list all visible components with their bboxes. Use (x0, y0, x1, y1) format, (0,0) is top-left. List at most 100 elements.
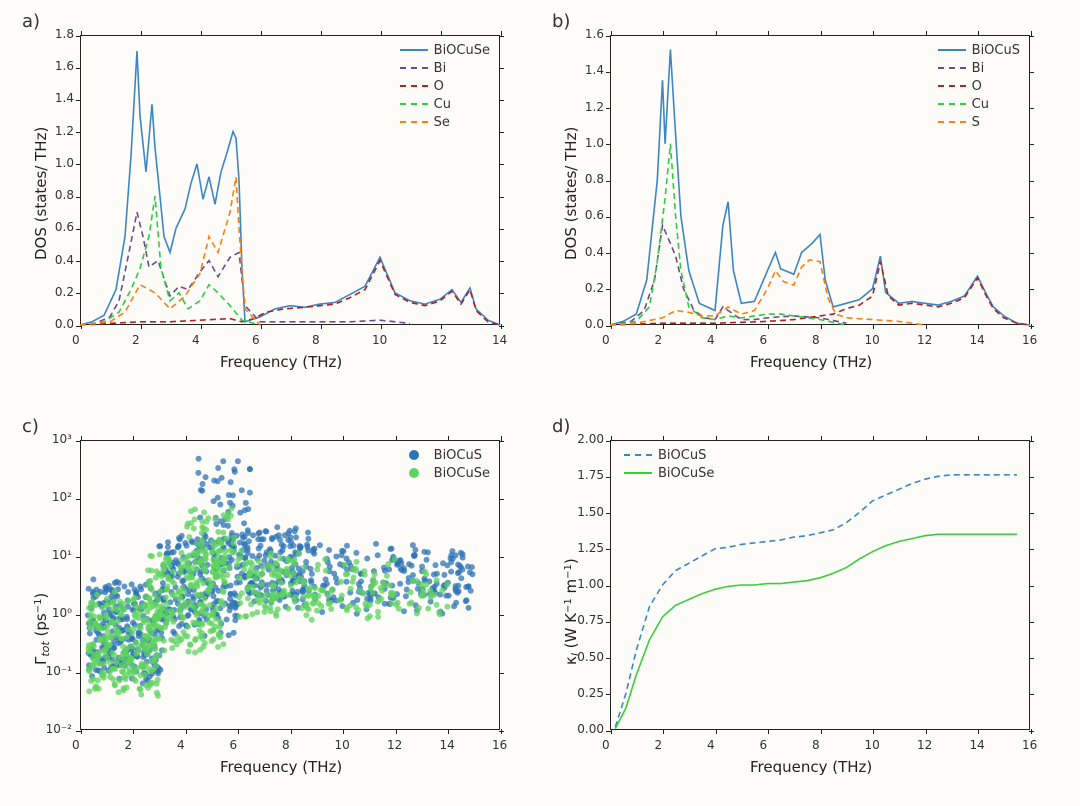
xtick: 6 (760, 738, 768, 752)
panel-c: c)Frequency (THz)Γtot (ps−1)024681012141… (80, 440, 500, 730)
ytick: 0.0 (40, 317, 74, 331)
xtick: 12 (917, 738, 932, 752)
legend-item: BiOCuSe (400, 41, 490, 59)
ytick: 1.00 (570, 577, 604, 591)
legend-label: Bi (434, 61, 447, 76)
legend-item: BiOCuSe (624, 464, 714, 482)
xtick: 6 (230, 738, 238, 752)
xtick: 12 (917, 333, 932, 347)
ytick: 1.2 (40, 124, 74, 138)
xtick: 12 (432, 333, 447, 347)
legend-a: BiOCuSeBiOCuSe (400, 41, 490, 131)
legend-label: BiOCuSe (434, 466, 490, 481)
series-Cu (610, 144, 846, 325)
xtick: 6 (252, 333, 260, 347)
legend-label: Cu (972, 97, 989, 112)
ytick: 1.4 (40, 91, 74, 105)
xtick: 10 (372, 333, 387, 347)
xtick: 0 (602, 333, 610, 347)
legend-item: Bi (400, 59, 490, 77)
ytick: 0.25 (570, 686, 604, 700)
xtick: 8 (282, 738, 290, 752)
xtick: 4 (192, 333, 200, 347)
xtick: 2 (132, 333, 140, 347)
legend-label: Bi (972, 61, 985, 76)
ytick: 0.8 (40, 188, 74, 202)
ytick: 1.6 (40, 59, 74, 73)
xtick: 0 (602, 738, 610, 752)
xtick: 8 (812, 738, 820, 752)
xtick: 16 (492, 738, 507, 752)
xtick: 10 (335, 738, 350, 752)
legend-b: BiOCuSBiOCuS (938, 41, 1020, 131)
xlabel-d: Frequency (THz) (750, 758, 872, 776)
legend-label: O (434, 79, 444, 94)
legend-label: BiOCuS (972, 43, 1020, 58)
ytick: 0.6 (570, 208, 604, 222)
ytick: 0.00 (570, 722, 604, 736)
legend-item: Cu (938, 95, 1020, 113)
ytick: 0.75 (570, 613, 604, 627)
legend-label: BiOCuSe (434, 43, 490, 58)
ytick: 1.4 (570, 63, 604, 77)
legend-item: Se (400, 113, 490, 131)
ytick: 1.50 (570, 505, 604, 519)
ytick: 0.2 (570, 281, 604, 295)
xtick: 0 (72, 333, 80, 347)
ytick: 1.75 (570, 468, 604, 482)
ytick: 1.8 (40, 27, 74, 41)
xlabel-c: Frequency (THz) (220, 758, 342, 776)
legend-label: S (972, 115, 980, 130)
legend-item: BiOCuS (400, 446, 490, 464)
ytick: 1.25 (570, 541, 604, 555)
panel-label-b: b) (552, 11, 570, 32)
xtick: 2 (655, 333, 663, 347)
ytick: 0.6 (40, 220, 74, 234)
ytick: 1.2 (570, 100, 604, 114)
legend-item: O (938, 77, 1020, 95)
legend-label: Se (434, 115, 450, 130)
ylabel-c: Γtot (ps−1) (32, 593, 52, 665)
xlabel-a: Frequency (THz) (220, 353, 342, 371)
panel-b: b)Frequency (THz)DOS (states/ THz)024681… (610, 35, 1030, 325)
ytick: 1.6 (570, 27, 604, 41)
xtick: 14 (492, 333, 507, 347)
xtick: 14 (970, 738, 985, 752)
legend-item: O (400, 77, 490, 95)
xtick: 16 (1022, 738, 1037, 752)
series-O (610, 262, 1030, 325)
ytick: 10⁻² (32, 722, 72, 736)
legend-item: Cu (400, 95, 490, 113)
plot-c (80, 440, 500, 730)
legend-d: BiOCuS BiOCuSe (624, 446, 714, 482)
ytick: 10⁰ (32, 606, 72, 620)
legend-label: O (972, 79, 982, 94)
legend-item: S (938, 113, 1020, 131)
xtick: 0 (72, 738, 80, 752)
xtick: 8 (812, 333, 820, 347)
series-O (80, 261, 500, 325)
panel-a: a)Frequency (THz)DOS (states/ THz)024681… (80, 35, 500, 325)
legend-label: BiOCuSe (658, 466, 714, 481)
xtick: 10 (865, 738, 880, 752)
series-Bi (610, 225, 846, 325)
ytick: 0.0 (570, 317, 604, 331)
series-BiOCuS (615, 475, 1017, 727)
xtick: 4 (707, 738, 715, 752)
legend-item: BiOCuSe (400, 464, 490, 482)
ytick: 2.00 (570, 432, 604, 446)
xtick: 10 (865, 333, 880, 347)
ytick: 1.0 (40, 156, 74, 170)
ytick: 0.2 (40, 285, 74, 299)
xtick: 2 (125, 738, 133, 752)
xtick: 2 (655, 738, 663, 752)
ytick: 0.4 (570, 245, 604, 259)
legend-item: BiOCuS (938, 41, 1020, 59)
legend-item: BiOCuS (624, 446, 714, 464)
series-BiOCuSe (615, 534, 1017, 728)
legend-label: BiOCuS (658, 448, 706, 463)
ytick: 10¹ (32, 548, 72, 562)
legend-label: BiOCuS (434, 448, 482, 463)
figure-root: a)Frequency (THz)DOS (states/ THz)024681… (0, 0, 1080, 806)
legend-item: Bi (938, 59, 1020, 77)
